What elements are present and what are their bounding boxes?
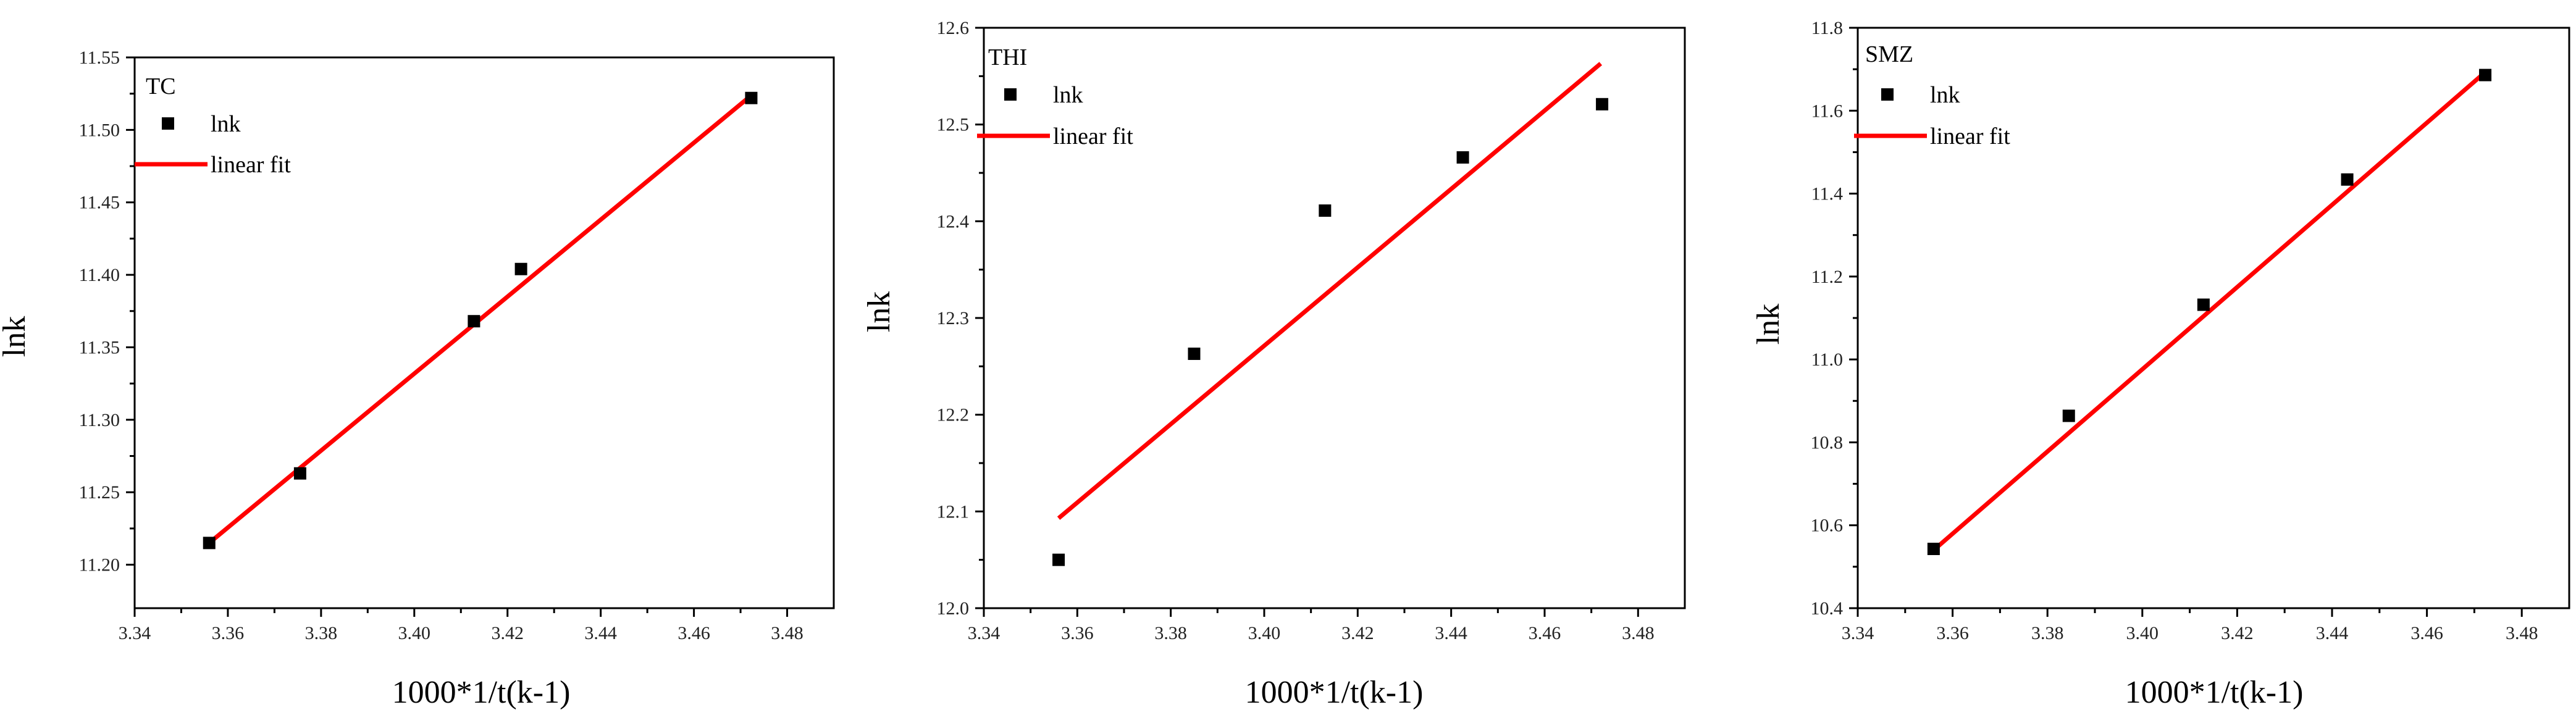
y-tick-label: 12.5	[937, 115, 970, 135]
x-tick-label: 3.44	[2316, 623, 2349, 643]
plot-frame	[133, 56, 835, 609]
linear-fit-line	[1057, 62, 1603, 520]
data-point	[2062, 409, 2075, 422]
x-tick-label: 3.34	[1842, 623, 1874, 643]
y-tick-label: 10.4	[1811, 598, 1844, 619]
y-tick-label: 11.4	[1811, 184, 1843, 204]
y-tick-label: 12.2	[937, 405, 970, 425]
legend-marker-square	[1004, 88, 1017, 101]
x-tick-label: 3.38	[305, 623, 338, 643]
legend-label-lnk: lnk	[211, 111, 241, 137]
chart-panel-thi: lnk 1000*1/t(k-1) 3.34 3.36 3.38 3.40 3.42 3.…	[862, 18, 1686, 710]
x-axis-label: 1000*1/t(k-1)	[1245, 675, 1424, 710]
x-tick-label: 3.34	[119, 623, 151, 643]
x-tick-label: 3.48	[1622, 623, 1655, 643]
data-point	[1319, 204, 1332, 217]
x-tick-label: 3.44	[584, 623, 617, 643]
x-tick-label: 3.36	[1061, 623, 1094, 643]
y-tick-label: 11.45	[79, 193, 120, 213]
x-tick-label: 3.46	[1529, 623, 1561, 643]
data-point	[2341, 173, 2354, 186]
data-point	[745, 91, 758, 104]
data-point	[1052, 553, 1065, 566]
x-tick-label: 3.36	[212, 623, 245, 643]
x-tick-label: 3.38	[2031, 623, 2064, 643]
y-tick-label: 12.4	[937, 211, 970, 232]
y-tick-label: 11.50	[79, 120, 120, 140]
y-tick-label: 10.6	[1811, 516, 1844, 536]
y-tick-label: 11.2	[1811, 267, 1843, 287]
x-tick-label: 3.40	[2126, 623, 2159, 643]
legend-label-linear-fit: linear fit	[211, 152, 291, 178]
x-tick-label: 3.42	[491, 623, 524, 643]
x-tick-label: 3.36	[1936, 623, 1969, 643]
data-point	[468, 315, 480, 328]
data-point	[2197, 298, 2210, 311]
x-tick-label: 3.42	[1341, 623, 1374, 643]
x-axis-label: 1000*1/t(k-1)	[392, 675, 571, 710]
legend-label-linear-fit: linear fit	[1053, 123, 1133, 149]
x-tick-label: 3.46	[2410, 623, 2443, 643]
y-tick-label: 12.3	[937, 308, 970, 328]
panel-title: TC	[146, 73, 176, 99]
y-tick-label: 11.6	[1811, 101, 1843, 121]
x-tick-label: 3.42	[2221, 623, 2254, 643]
x-tick-label: 3.48	[771, 623, 803, 643]
linear-fit-line	[1932, 72, 2486, 552]
chart-panel-smz: lnk 1000*1/t(k-1) 3.34 3.36 3.38 3.40 3.42 3.…	[1751, 18, 2570, 710]
legend-label-lnk: lnk	[1930, 82, 1960, 108]
legend-label-lnk: lnk	[1053, 82, 1083, 108]
x-tick-label: 3.48	[2506, 623, 2538, 643]
y-tick-label: 11.8	[1811, 18, 1843, 38]
y-tick-label: 11.40	[79, 265, 120, 285]
x-tick-label: 3.44	[1435, 623, 1467, 643]
panel-title: SMZ	[1865, 41, 1913, 67]
legend-marker-square	[162, 117, 174, 130]
x-tick-label: 3.34	[968, 623, 1001, 643]
y-axis-label: lnk	[0, 316, 32, 357]
y-tick-label: 11.25	[79, 482, 120, 503]
plot-frame	[983, 27, 1686, 609]
x-axis-label: 1000*1/t(k-1)	[2125, 675, 2304, 710]
data-point	[1596, 98, 1609, 111]
data-point	[1927, 542, 1940, 555]
data-point	[2479, 69, 2492, 82]
y-axis-label: lnk	[1751, 304, 1786, 345]
y-tick-label: 11.30	[79, 410, 120, 430]
chart-panel-tc: lnk 1000*1/t(k-1) 3.34 3.36 3.38 3.40 3.42 3.…	[0, 48, 835, 710]
data-point	[1188, 347, 1201, 360]
y-tick-label: 10.8	[1811, 432, 1844, 453]
x-tick-label: 3.40	[398, 623, 431, 643]
y-tick-label: 11.20	[79, 555, 120, 575]
x-tick-label: 3.40	[1248, 623, 1281, 643]
y-axis-label: lnk	[862, 291, 897, 332]
y-tick-label: 11.0	[1811, 349, 1843, 370]
x-tick-label: 3.38	[1154, 623, 1187, 643]
panel-title: THI	[988, 44, 1027, 70]
y-tick-label: 12.0	[937, 598, 970, 619]
x-tick-label: 3.46	[678, 623, 710, 643]
data-point	[1456, 151, 1469, 164]
y-tick-label: 12.6	[937, 18, 970, 38]
y-tick-label: 11.55	[79, 48, 120, 68]
legend-label-linear-fit: linear fit	[1930, 123, 2010, 149]
data-point	[293, 467, 306, 480]
legend-marker-square	[1881, 88, 1894, 101]
data-point	[203, 537, 216, 550]
data-point	[514, 262, 527, 275]
y-tick-label: 12.1	[937, 501, 970, 522]
y-tick-label: 11.35	[79, 337, 120, 358]
